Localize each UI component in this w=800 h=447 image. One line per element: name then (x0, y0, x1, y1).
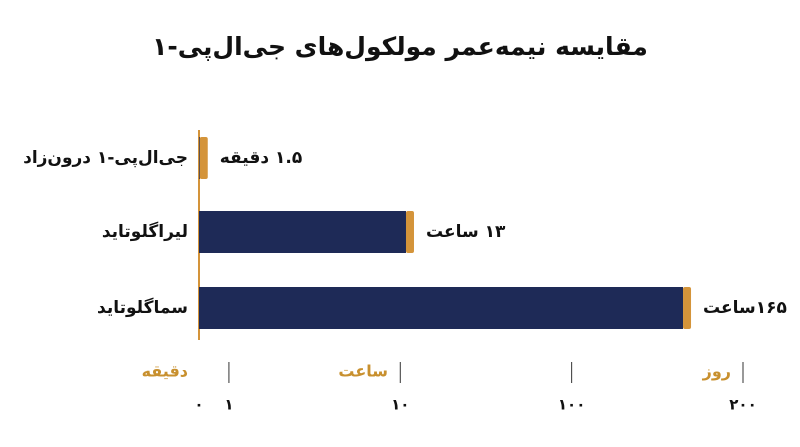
bar (199, 211, 406, 253)
bar (199, 287, 684, 329)
bar-cap (683, 287, 692, 329)
x-tick-label: ۱۰ (391, 396, 409, 414)
unit-label: دقیقه (142, 362, 188, 381)
chart-title: مقایسه نیمه‌عمر مولکول‌های جی‌ال‌پی-۱ (152, 32, 648, 62)
bar-cap (199, 137, 208, 179)
category-label: جی‌ال‌پی-۱ درون‌زاد (23, 148, 188, 168)
value-label: ۱۶۵ساعت (703, 298, 787, 318)
value-label: ۱.۵ دقیقه (220, 148, 302, 168)
x-tick-label: ۱۰۰ (558, 396, 585, 414)
unit-label: ساعت (338, 362, 388, 381)
bar-cap (405, 211, 414, 253)
category-label: لیراگلوتاید (102, 221, 188, 242)
x-tick-label: ۲۰۰ (729, 396, 756, 414)
x-tick-label: ۰ (194, 396, 203, 414)
x-tick-label: ۱ (224, 396, 233, 414)
unit-label: روز (702, 362, 731, 381)
bar (199, 137, 200, 179)
category-label: سماگلوتاید (97, 297, 188, 318)
value-label: ۱۳ ساعت (426, 222, 506, 242)
